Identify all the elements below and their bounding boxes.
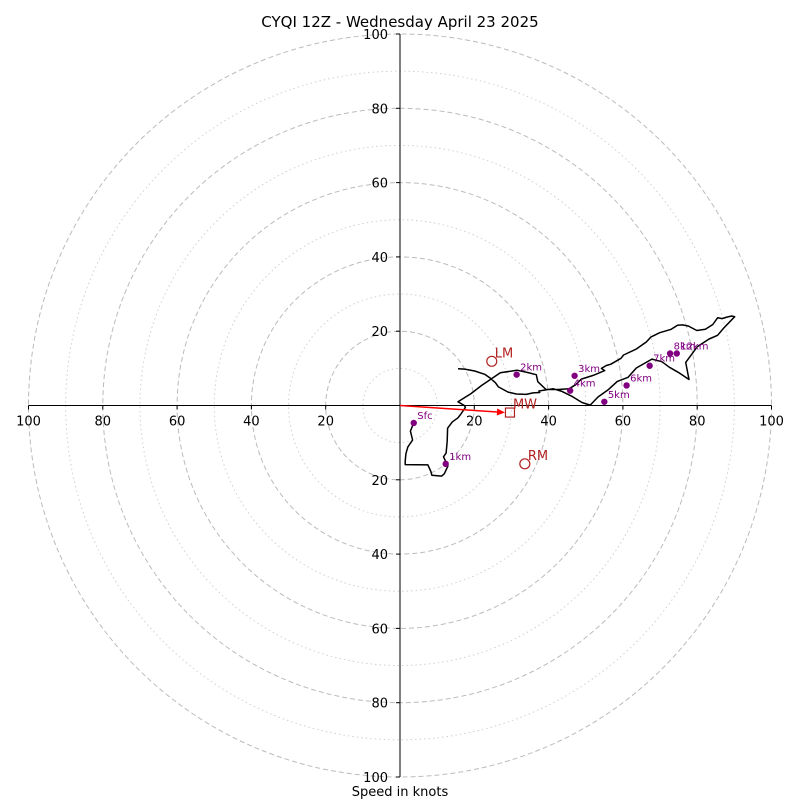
- y-tick-label: 80: [371, 102, 388, 117]
- height-point-marker: [410, 419, 417, 427]
- y-tick-label: 20: [371, 325, 388, 340]
- rm-motion-marker: [519, 458, 531, 470]
- height-point-marker: [666, 350, 674, 357]
- height-point-label: 5km: [608, 390, 630, 401]
- x-tick-label: 80: [689, 415, 706, 430]
- height-point-label: 3km: [578, 364, 600, 375]
- y-tick-label: 60: [371, 177, 388, 192]
- y-tick-label: 100: [363, 771, 388, 786]
- y-tick-label: 80: [371, 697, 388, 712]
- mean-wind-arrow: [399, 404, 502, 414]
- y-tick-label: 100: [363, 28, 388, 43]
- x-axis-label: Speed in knots: [352, 785, 449, 800]
- height-point-label: 8km: [674, 341, 696, 352]
- y-tick-label: 60: [371, 622, 388, 637]
- x-tick-label: 20: [466, 415, 483, 430]
- height-point-marker: [601, 398, 608, 405]
- storm-motion-markers: LM MW RM: [399, 346, 548, 470]
- height-point-marker: [571, 372, 578, 379]
- hodograph-trace: [404, 315, 736, 477]
- height-point-label: 12km: [680, 341, 708, 352]
- y-tick-label: 40: [371, 251, 388, 266]
- mean-wind-arrowhead: [496, 408, 505, 416]
- height-point-label: 7km: [653, 354, 675, 365]
- x-tick-label: 60: [615, 415, 632, 430]
- height-point-marker: [442, 460, 449, 468]
- chart-title: CYQI 12Z - Wednesday April 23 2025: [261, 13, 538, 31]
- height-point-marker: [513, 371, 520, 378]
- height-point-marker: [646, 362, 653, 369]
- height-point-label: 2km: [520, 363, 542, 374]
- x-tick-label: 100: [759, 415, 784, 430]
- height-point-label: 1km: [449, 452, 471, 463]
- height-point-marker: [673, 350, 680, 357]
- wind-profile: [404, 315, 736, 477]
- y-tick-label: 20: [371, 474, 388, 489]
- height-point-label: Sfc: [417, 411, 432, 422]
- x-tick-label: 20: [317, 415, 334, 430]
- tick-labels: 100 80 60 40 20 20 40 60 80 100 20 40 60 80 100 20 40 60 8…: [16, 28, 784, 786]
- y-tick-label: 40: [371, 548, 388, 563]
- height-point-marker: [566, 387, 574, 394]
- height-point-marker: [623, 382, 630, 389]
- lm-motion-label: LM: [495, 346, 513, 361]
- lm-motion-marker: [486, 355, 498, 367]
- mean-wind-marker: [504, 407, 516, 418]
- x-tick-label: 40: [540, 415, 557, 430]
- height-point-label: 6km: [630, 373, 652, 384]
- height-point-label: 4km: [574, 379, 596, 390]
- x-tick-label: 100: [16, 415, 41, 430]
- x-tick-label: 40: [243, 415, 260, 430]
- x-tick-label: 60: [169, 415, 186, 430]
- rm-motion-label: RM: [528, 449, 548, 464]
- x-tick-label: 80: [95, 415, 112, 430]
- mw-motion-label: MW: [513, 398, 537, 413]
